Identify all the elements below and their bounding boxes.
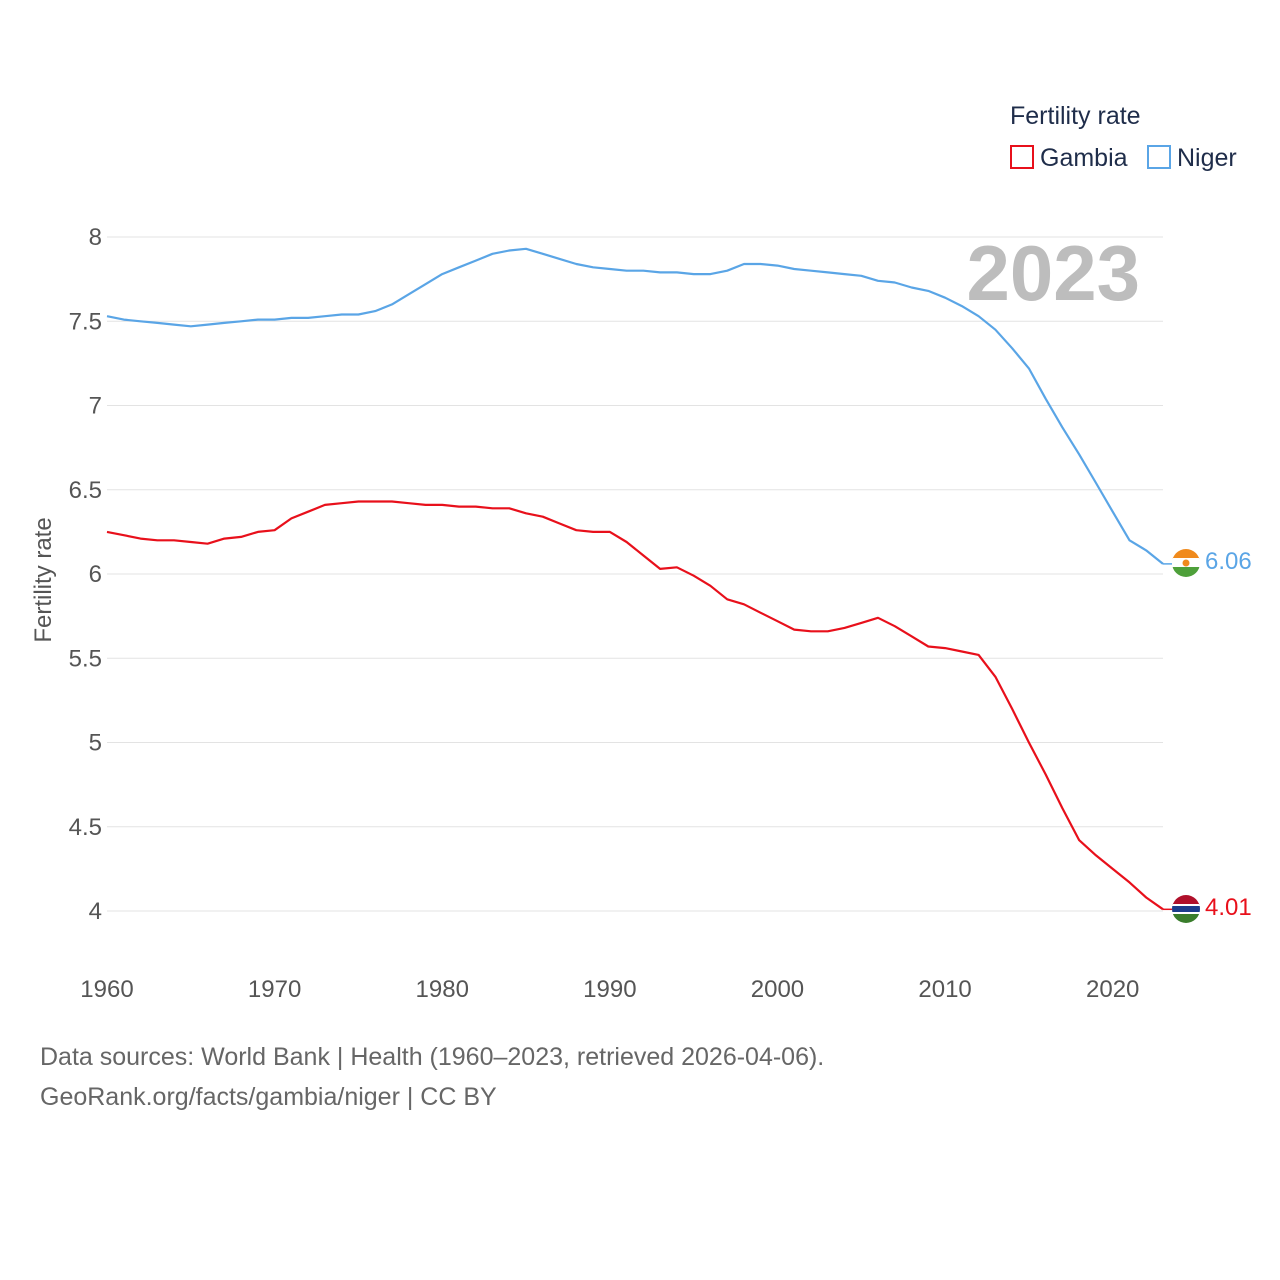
x-tick-label: 2000: [751, 976, 804, 1003]
legend-swatch-gambia: [1010, 145, 1034, 169]
y-axis-label: Fertility rate: [30, 517, 57, 642]
series-line-gambia[interactable]: [106, 500, 1164, 911]
x-tick-label: 1990: [583, 976, 636, 1003]
y-tick-label: 6.5: [69, 477, 102, 504]
legend-item-niger[interactable]: Niger: [1147, 144, 1237, 172]
year-label: 2023: [966, 229, 1140, 317]
y-tick-label: 5.5: [69, 645, 102, 672]
legend-label-gambia: Gambia: [1040, 144, 1128, 172]
y-tick-label: 7: [89, 393, 102, 420]
end-value-niger: 6.06: [1205, 548, 1252, 575]
legend-title: Fertility rate: [1010, 102, 1141, 130]
y-tick-label: 6: [89, 561, 102, 588]
x-axis-ticks: 1960 1970 1980 1990 2000 2010 2020: [80, 976, 1139, 1003]
y-tick-label: 5: [89, 730, 102, 757]
x-tick-label: 1970: [248, 976, 301, 1003]
y-tick-label: 8: [89, 224, 102, 251]
x-tick-label: 2010: [918, 976, 971, 1003]
x-tick-label: 2020: [1086, 976, 1139, 1003]
y-axis-ticks: 8 7.5 7 6.5 6 5.5 5 4.5 4: [69, 224, 102, 925]
y-tick-label: 7.5: [69, 308, 102, 335]
legend-item-gambia[interactable]: Gambia: [1010, 144, 1128, 172]
x-tick-label: 1960: [80, 976, 133, 1003]
y-tick-label: 4: [89, 898, 102, 925]
legend-swatch-niger: [1147, 145, 1171, 169]
x-tick-label: 1980: [416, 976, 469, 1003]
niger-flag-icon: [1172, 549, 1200, 577]
gambia-flag-icon: [1172, 895, 1200, 923]
end-value-gambia: 4.01: [1205, 894, 1252, 921]
grid-lines: [107, 236, 1163, 912]
legend-label-niger: Niger: [1177, 144, 1237, 172]
series-line-niger[interactable]: [106, 247, 1164, 565]
y-tick-label: 4.5: [69, 814, 102, 841]
series-lines: [106, 247, 1172, 911]
attribution-note: GeoRank.org/facts/gambia/niger | CC BY: [40, 1083, 497, 1111]
data-source-note: Data sources: World Bank | Health (1960–…: [40, 1043, 825, 1071]
